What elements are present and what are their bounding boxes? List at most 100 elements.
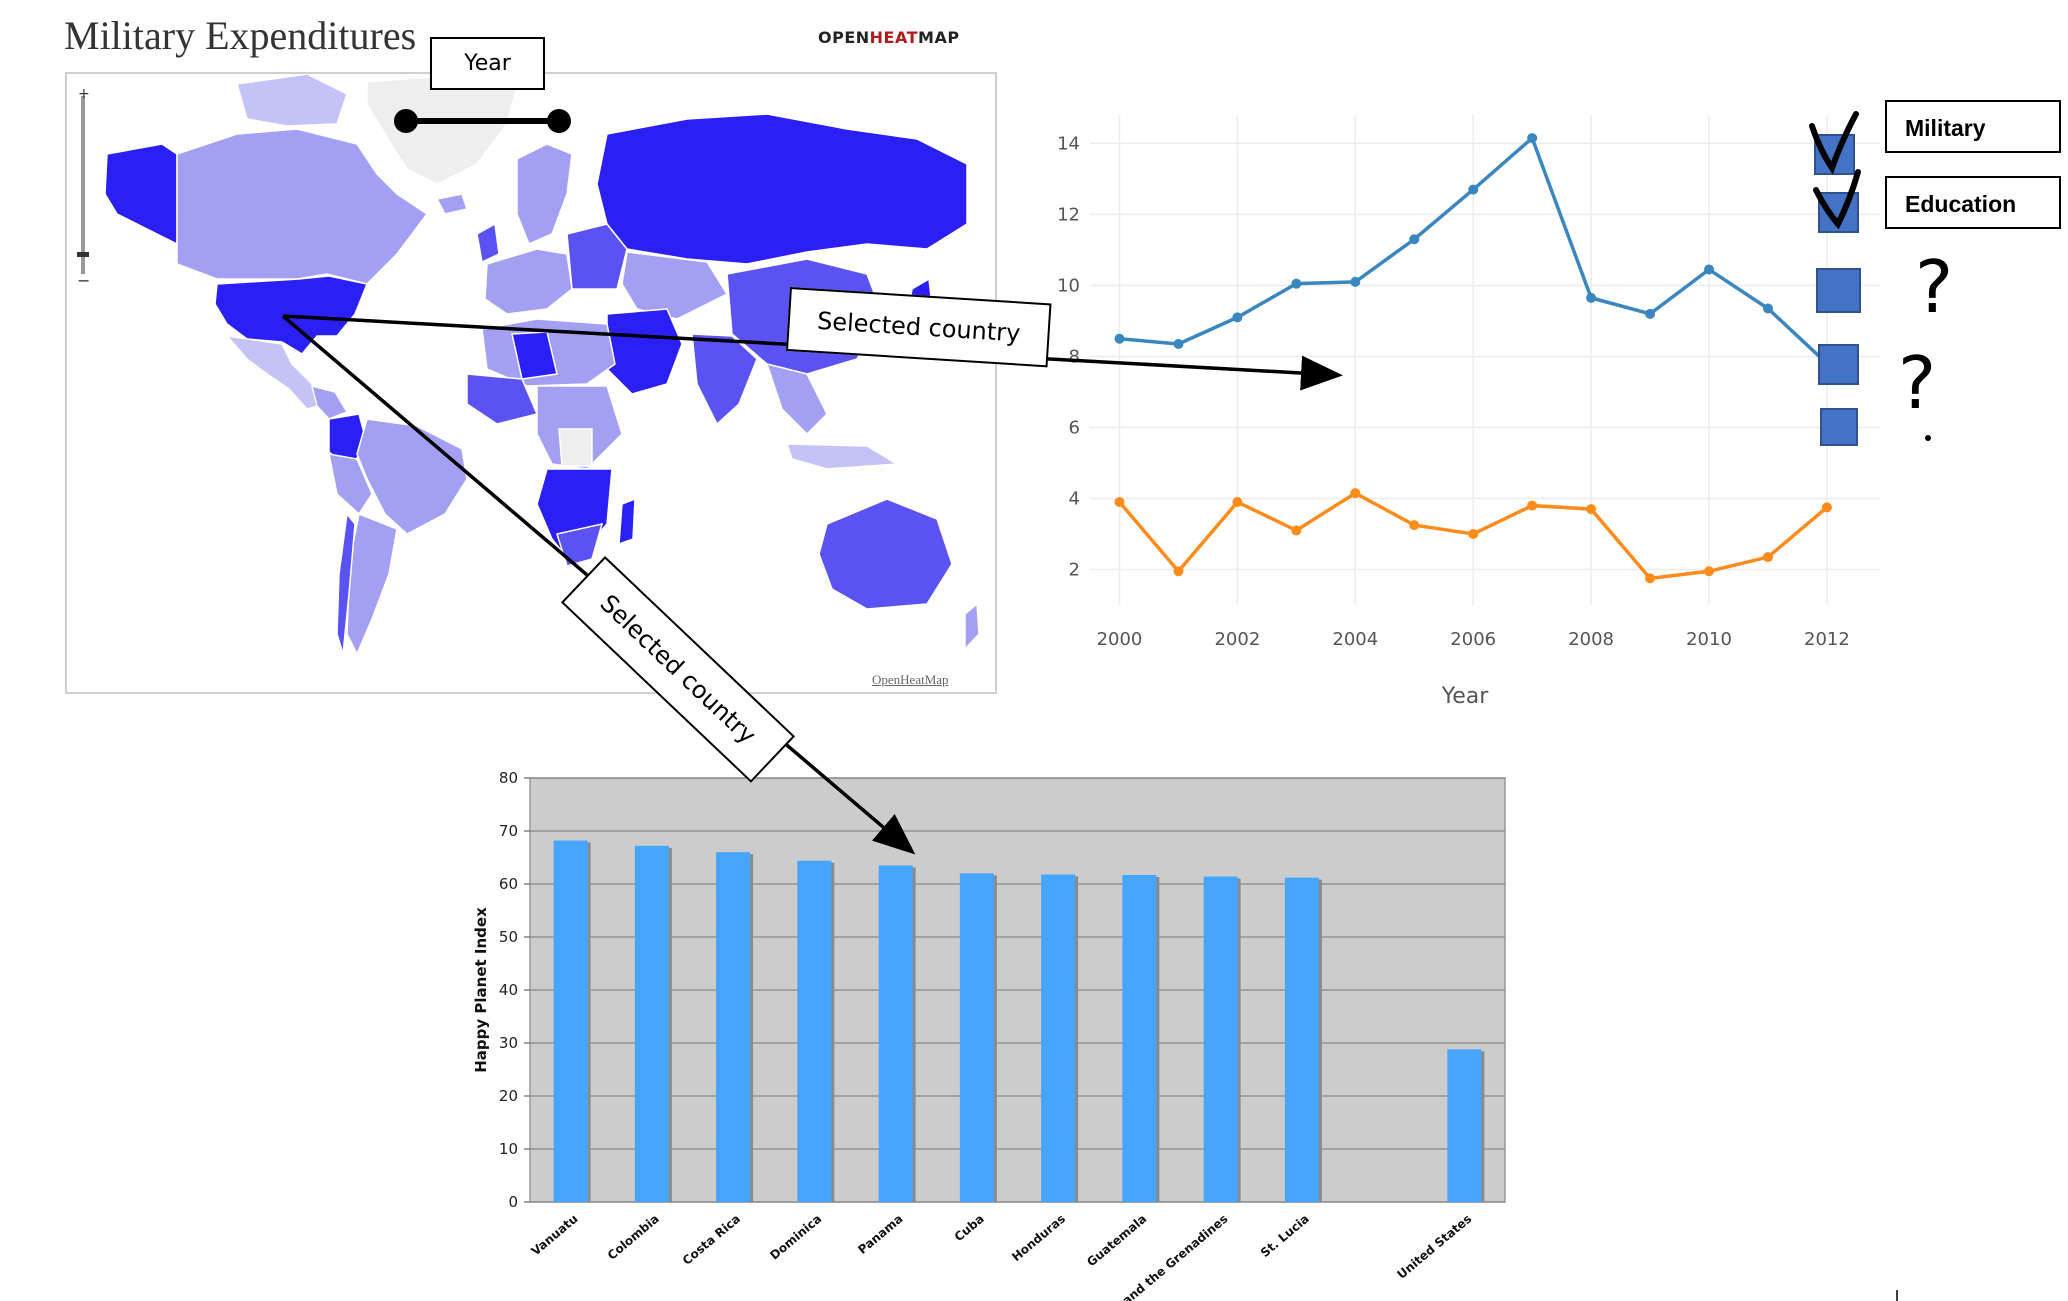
bar[interactable] [1284, 877, 1319, 1202]
military-series-point[interactable] [1409, 234, 1420, 245]
education-series-point[interactable] [1350, 488, 1361, 499]
country-australia[interactable] [818, 498, 953, 610]
bar-y-tick-label: 0 [508, 1193, 518, 1211]
country-brazil[interactable] [356, 418, 468, 535]
zoom-out-label[interactable]: − [77, 271, 90, 290]
education-series-point[interactable] [1232, 497, 1243, 508]
bar[interactable] [959, 873, 994, 1202]
bar[interactable] [1203, 876, 1238, 1202]
education-series-point[interactable] [1586, 504, 1597, 515]
military-series-point[interactable] [1704, 264, 1715, 275]
map-title: Military Expenditures [64, 13, 417, 58]
map-credit-link[interactable]: OpenHeatMap [872, 672, 949, 687]
education-series-point[interactable] [1173, 566, 1184, 577]
country-canada-islands[interactable] [236, 74, 348, 127]
x-tick-label: 2002 [1214, 629, 1260, 650]
country-alaska[interactable] [104, 143, 178, 246]
bar-category-label: Dominica [767, 1212, 824, 1263]
bar-y-tick-label: 40 [499, 981, 518, 999]
education-series-point[interactable] [1409, 520, 1420, 531]
bar[interactable] [1122, 874, 1157, 1202]
military-series-point[interactable] [1527, 133, 1538, 144]
education-series-point[interactable] [1291, 525, 1302, 536]
education-series-point[interactable] [1527, 500, 1538, 511]
bar[interactable] [878, 865, 913, 1202]
country-southeast-asia[interactable] [765, 362, 828, 436]
military-series-point[interactable] [1114, 333, 1125, 344]
bar[interactable] [1041, 874, 1076, 1202]
x-tick-label: 2006 [1450, 629, 1496, 650]
zoom-in-label[interactable]: + [78, 86, 90, 102]
military-series-point[interactable] [1350, 276, 1361, 287]
education-series-point[interactable] [1762, 552, 1773, 563]
year-label-box: Year [430, 37, 545, 90]
series-checkbox-3[interactable] [1816, 268, 1861, 313]
education-series-point[interactable] [1645, 573, 1656, 584]
bar-category-label: Cuba [952, 1212, 987, 1245]
y-tick-label: 4 [1069, 488, 1080, 509]
bar-category-label: Honduras [1009, 1212, 1068, 1265]
bar-category-label: St. Lucia [1258, 1212, 1312, 1260]
bar-category-label: Vanuatu [529, 1212, 581, 1259]
bar-y-tick-label: 30 [499, 1034, 518, 1052]
y-tick-label: 6 [1069, 417, 1080, 438]
education-series-point[interactable] [1821, 502, 1832, 513]
y-tick-label: 2 [1069, 559, 1080, 580]
country-madagascar[interactable] [618, 497, 636, 546]
line-chart[interactable]: 2000 2002 2004 2006 2008 2010 2012 2 4 6 8 10 12 14 Ye… [1040, 95, 1910, 735]
x-tick-label: 2010 [1686, 629, 1732, 650]
series-checkbox-5[interactable] [1820, 408, 1858, 446]
series-checkbox-4[interactable] [1818, 344, 1859, 385]
country-western-europe[interactable] [484, 248, 573, 315]
country-central-asia[interactable] [621, 251, 729, 320]
bar[interactable] [634, 845, 669, 1202]
education-checkbox[interactable] [1818, 192, 1859, 233]
military-series-point[interactable] [1232, 312, 1243, 323]
military-series-point[interactable] [1645, 308, 1656, 319]
country-middle-east[interactable] [606, 308, 683, 395]
bar[interactable] [716, 852, 751, 1202]
bar[interactable] [1447, 1049, 1482, 1202]
country-russia[interactable] [596, 113, 968, 265]
bar-category-label: Guatemala [1084, 1212, 1149, 1270]
country-drc[interactable] [558, 428, 593, 467]
education-series-point[interactable] [1704, 566, 1715, 577]
country-uk[interactable] [476, 222, 500, 264]
country-scandinavia[interactable] [516, 143, 573, 245]
x-tick-label: 2012 [1804, 629, 1850, 650]
military-series-point[interactable] [1762, 303, 1773, 314]
military-series-point[interactable] [1291, 278, 1302, 289]
military-series-point[interactable] [1173, 339, 1184, 350]
military-series-point[interactable] [1586, 292, 1597, 303]
y-tick-label: 12 [1057, 204, 1080, 225]
country-iceland[interactable] [435, 193, 468, 215]
brand-map: MAP [918, 28, 960, 47]
military-checkbox[interactable] [1814, 134, 1855, 175]
bar[interactable] [553, 840, 588, 1202]
country-central-america[interactable] [310, 384, 349, 420]
y-tick-label: 14 [1057, 133, 1080, 154]
world-heat-map[interactable]: + − [65, 72, 997, 694]
country-eastern-europe[interactable] [566, 223, 628, 290]
bar-category-label: Costa Rica [680, 1212, 743, 1268]
country-new-zealand[interactable] [964, 602, 980, 651]
world-map-graphic[interactable]: + − [67, 74, 995, 692]
x-tick-label: 2004 [1332, 629, 1378, 650]
brand-open: OPEN [818, 28, 870, 47]
country-greenland[interactable] [366, 74, 518, 185]
x-axis-title: Year [1441, 684, 1490, 709]
legend-military-label: Military [1885, 100, 2061, 153]
education-series-point[interactable] [1468, 528, 1479, 539]
bar-y-axis-title: Happy Planet Index [472, 907, 490, 1073]
education-series-point[interactable] [1114, 497, 1125, 508]
military-series-point[interactable] [1468, 184, 1479, 195]
country-indonesia[interactable] [785, 443, 900, 470]
bar-y-tick-label: 70 [499, 822, 518, 840]
bar-chart[interactable]: 0 10 20 30 40 50 60 70 80 Happy Planet Index Vanua… [450, 760, 1530, 1301]
country-canada[interactable] [176, 128, 429, 285]
bar-y-tick-label: 50 [499, 928, 518, 946]
openheatmap-logo: OPENHEATMAP [818, 28, 960, 47]
country-mexico[interactable] [225, 334, 327, 410]
bar[interactable] [797, 860, 832, 1202]
zoom-control[interactable]: + − [77, 86, 90, 290]
